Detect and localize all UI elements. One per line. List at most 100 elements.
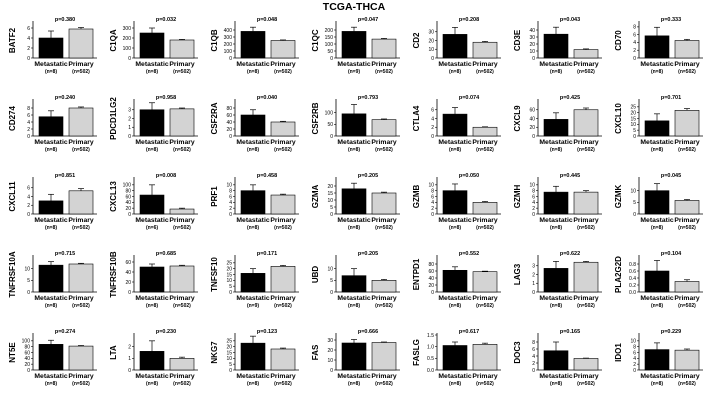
category-label: Metastatic	[135, 217, 168, 224]
panel-c1qa: C1QA 0 100 200 300 Metastatic(n=8) Primary(n=5…	[109, 17, 198, 75]
bar-primary	[270, 348, 296, 371]
bar-primary	[371, 342, 397, 371]
y-tick-label: 4	[431, 200, 434, 206]
p-value-label: p=0.793	[358, 95, 378, 101]
y-tick-label: 4	[633, 40, 636, 46]
bar-primary	[169, 208, 195, 215]
y-tick-label: 30	[327, 338, 333, 344]
category-label: Metastatic	[640, 61, 673, 68]
gene-label: TNFSF10	[210, 257, 219, 292]
category-label: Metastatic	[640, 139, 673, 146]
category-label: Metastatic	[539, 61, 572, 68]
category-n-label: (n=502)	[274, 381, 292, 387]
y-tick-label: 60	[24, 350, 30, 356]
category-label: Primary	[169, 61, 195, 68]
y-tick-label: 6	[27, 186, 30, 192]
gene-label: CSF2RA	[210, 102, 219, 134]
category-n-label: (n=502)	[72, 225, 90, 231]
category-n-label: (n=502)	[476, 225, 494, 231]
gene-label: ENTPD1	[412, 258, 421, 290]
y-tick-label: 20	[428, 283, 434, 289]
bar-metastatic	[240, 273, 266, 293]
category-n-label: (n=502)	[375, 381, 393, 387]
figure-title: TCGA-THCA	[322, 1, 386, 13]
y-tick-label: 5	[633, 200, 636, 206]
y-tick-label: 200	[224, 42, 233, 48]
category-label: Metastatic	[34, 373, 67, 380]
p-value-label: p=0.333	[661, 17, 681, 23]
category-label: Primary	[169, 217, 195, 224]
y-tick-label: 60	[428, 269, 434, 275]
y-tick-label: 60	[529, 108, 535, 114]
p-value-label: p=0.552	[459, 251, 479, 257]
p-value-label: p=0.380	[55, 17, 75, 23]
gene-label: CSF2RB	[311, 102, 320, 134]
category-label: Metastatic	[640, 217, 673, 224]
bar-metastatic	[644, 190, 670, 215]
y-tick-label: 0	[532, 212, 535, 218]
category-label: Primary	[472, 295, 498, 302]
category-label: Metastatic	[438, 295, 471, 302]
bar-primary	[270, 194, 296, 215]
category-n-label: (n=8)	[348, 381, 360, 387]
bar-metastatic	[38, 264, 64, 293]
y-tick-label: 0	[431, 134, 434, 140]
y-tick-label: 30	[529, 35, 535, 41]
y-tick-label: 2	[633, 48, 636, 54]
category-label: Metastatic	[34, 61, 67, 68]
y-tick-label: 25	[226, 261, 232, 267]
category-label: Metastatic	[34, 295, 67, 302]
y-tick-label: 40	[529, 116, 535, 122]
category-label: Metastatic	[539, 373, 572, 380]
y-tick-label: 5	[27, 278, 30, 284]
y-tick-label: 20	[327, 348, 333, 354]
gene-label: LAG3	[513, 263, 522, 285]
category-n-label: (n=8)	[651, 303, 663, 309]
y-tick-label: 10	[226, 183, 232, 189]
gene-label: CXCL9	[513, 105, 522, 132]
y-tick-label: 20	[226, 344, 232, 350]
category-n-label: (n=8)	[45, 303, 57, 309]
p-value-label: p=0.104	[661, 251, 682, 257]
y-tick-label: 20	[125, 206, 131, 212]
category-label: Primary	[472, 139, 498, 146]
panel-ubd: UBD 0 5 10 Metastatic(n=8) Primary(n=502) p=0.…	[311, 251, 400, 309]
y-tick-label: 10	[428, 183, 434, 189]
gene-label: NKG7	[210, 341, 219, 364]
category-n-label: (n=502)	[274, 69, 292, 75]
y-tick-label: 0	[431, 56, 434, 62]
y-tick-label: 2	[128, 116, 131, 122]
y-tick-label: 15	[226, 350, 232, 356]
bar-metastatic	[644, 349, 670, 371]
panel-pla2g2d: PLA2G2D 0.00.20.40.60.8 Metastatic(n=8) Pri…	[614, 251, 703, 309]
category-label: Primary	[270, 61, 296, 68]
category-n-label: (n=8)	[247, 69, 259, 75]
y-tick-label: 4	[633, 356, 636, 362]
y-tick-label: 0	[330, 56, 333, 62]
panel-pdcd1lg2: PDCD1LG2 0 1 2 3 Metastatic(n=8) Primary(n=502…	[109, 95, 198, 153]
bar-metastatic	[38, 37, 64, 59]
bar-metastatic	[240, 342, 266, 371]
bar-metastatic	[240, 190, 266, 215]
y-tick-label: 6	[229, 194, 232, 200]
y-tick-label: 10	[630, 188, 636, 194]
bar-metastatic	[341, 113, 367, 137]
y-tick-label: 2	[532, 361, 535, 367]
y-tick-label: 50	[327, 122, 333, 128]
category-label: Primary	[68, 373, 94, 380]
y-tick-label: 0	[128, 56, 131, 62]
category-n-label: (n=502)	[274, 225, 292, 231]
y-tick-label: 40	[428, 276, 434, 282]
gene-label: PLA2G2D	[614, 256, 623, 293]
bar-metastatic	[442, 113, 468, 137]
category-n-label: (n=502)	[274, 303, 292, 309]
bar-primary	[674, 110, 700, 137]
y-tick-label: 2	[633, 362, 636, 368]
y-tick-label: 25	[630, 105, 636, 111]
gene-label: CD3E	[513, 29, 522, 51]
bar-primary	[68, 345, 94, 371]
